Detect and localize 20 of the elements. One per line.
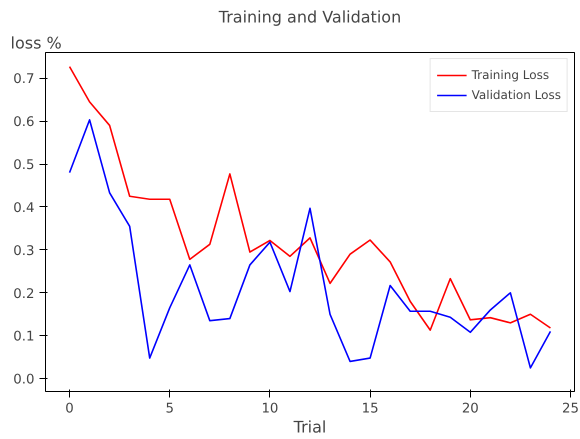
line-series: [68, 119, 552, 369]
y-tick-label: 0.7: [13, 72, 35, 88]
x-tick-label: 10: [261, 402, 278, 416]
y-tick-label: 0.6: [13, 115, 35, 130]
x-tick-label: 25: [562, 402, 579, 416]
legend-label: Training Loss: [472, 68, 550, 82]
x-axis-title: Trial: [292, 418, 326, 436]
y-tick-label: 0.5: [13, 158, 35, 174]
y-tick-label: 0.0: [13, 372, 35, 388]
y-tick-label: 0.1: [13, 330, 35, 345]
x-tick-label: 5: [165, 402, 174, 416]
y-tick-label: 0.4: [13, 200, 35, 216]
legend-label: Validation Loss: [472, 88, 561, 102]
y-tick-label: 0.2: [13, 286, 35, 302]
chart-title: Training and Validation: [218, 8, 402, 26]
y-tick-label: 0.3: [13, 244, 35, 259]
x-tick-label: 0: [65, 402, 74, 416]
x-tick-label: 15: [362, 402, 379, 416]
x-tick-label: 20: [462, 402, 479, 416]
y-axis-title: loss %: [10, 34, 62, 52]
